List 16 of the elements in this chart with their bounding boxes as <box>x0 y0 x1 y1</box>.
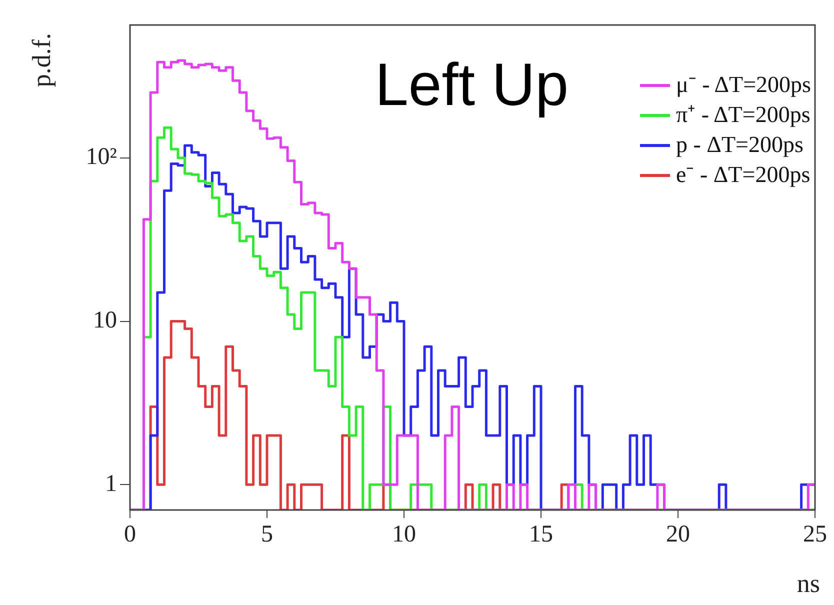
x-tick-label: 25 <box>803 522 827 548</box>
y-tick-label: 1 <box>105 470 117 497</box>
x-tick-label: 15 <box>529 522 553 548</box>
legend-label: π⁺ - ΔT=200ps <box>676 101 810 129</box>
x-tick-label: 10 <box>392 522 416 548</box>
y-tick-label: 10 <box>93 308 117 334</box>
y-tick-label: 10² <box>86 144 117 170</box>
legend-label: μ⁻ - ΔT=200ps <box>676 71 811 99</box>
x-axis-title: ns <box>796 569 820 598</box>
x-tick-label: 0 <box>124 522 136 548</box>
x-tick-label: 5 <box>261 522 273 548</box>
legend-label: p - ΔT=200ps <box>676 131 804 159</box>
legend-label: e⁻ - ΔT=200ps <box>676 161 810 189</box>
annotation: Left Up <box>375 50 568 119</box>
x-tick-label: 20 <box>666 522 690 548</box>
y-axis-title: p.d.f. <box>27 33 56 88</box>
